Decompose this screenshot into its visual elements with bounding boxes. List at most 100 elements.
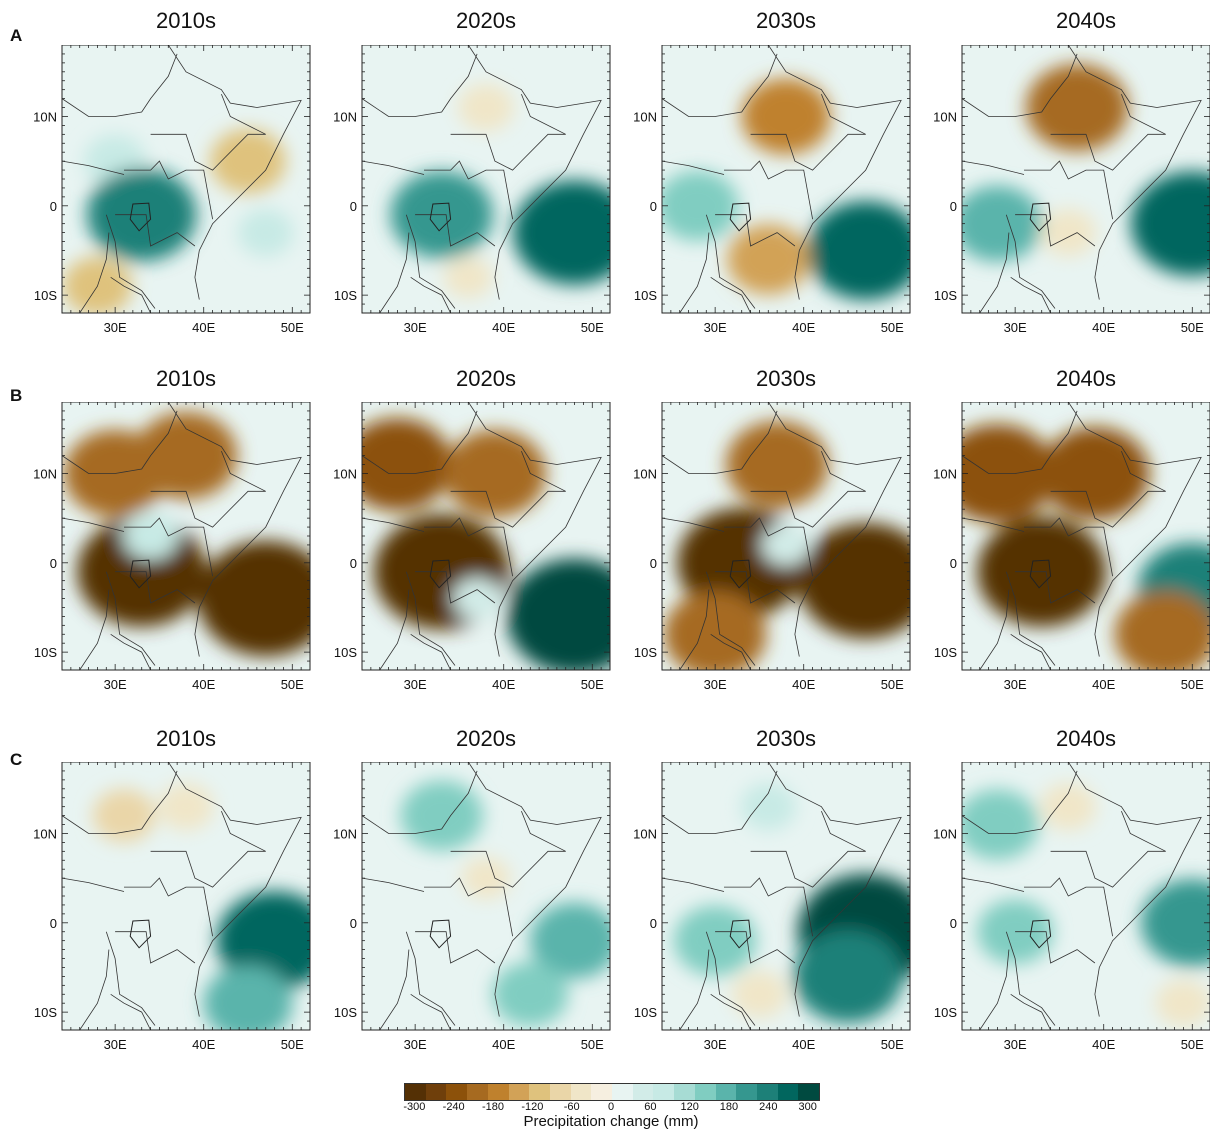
- country-border: [415, 571, 496, 604]
- colorbar-tick-label: 180: [719, 1101, 739, 1113]
- country-border: [105, 214, 156, 309]
- colorbar-swatch: [425, 1084, 447, 1100]
- colorbar-tick-label: -60: [563, 1101, 580, 1113]
- lake-victoria-outline: [129, 559, 152, 589]
- anomaly-region: [1040, 782, 1097, 831]
- anomaly-region: [1130, 171, 1210, 276]
- colorbar-swatch: [529, 1084, 550, 1100]
- lon-tick-label: 40E: [192, 677, 215, 692]
- country-border: [724, 517, 813, 577]
- colorbar-swatch: [653, 1084, 675, 1100]
- country-border: [1024, 517, 1113, 577]
- lat-tick-label: 10N: [333, 466, 357, 481]
- lat-tick-label: 10S: [634, 288, 657, 303]
- colorbar-tick-label: -180: [481, 1101, 505, 1113]
- country-border: [767, 45, 902, 300]
- anomaly-region: [726, 224, 810, 295]
- map-panel: 30E 40E 50E 10N 0 10S: [633, 762, 911, 1052]
- country-border: [1024, 160, 1113, 220]
- map-panel: 30E 40E 50E 10N 0 10S: [333, 402, 611, 692]
- anomaly-region: [761, 523, 811, 566]
- lake-victoria-outline: [429, 202, 452, 232]
- lat-tick-label: 0: [950, 916, 957, 931]
- lon-tick-label: 30E: [1004, 677, 1027, 692]
- map-panel: 30E 40E 50E 10N 0 10S: [633, 45, 911, 335]
- country-border: [467, 45, 602, 300]
- anomaly-region: [673, 905, 757, 976]
- colorbar-swatch: [467, 1084, 488, 1100]
- anomaly-region: [1040, 427, 1150, 520]
- colorbar-swatch: [674, 1084, 695, 1100]
- country-border: [62, 53, 178, 117]
- lon-tick-label: 50E: [281, 1037, 304, 1052]
- lat-tick-label: 0: [650, 556, 657, 571]
- country-border: [150, 93, 266, 171]
- lat-tick-label: 10S: [34, 1005, 57, 1020]
- anomaly-region: [529, 902, 610, 979]
- country-border: [410, 276, 451, 313]
- anomaly-region: [362, 418, 453, 511]
- lat-tick-label: 0: [650, 916, 657, 931]
- colorbar-swatch: [798, 1084, 820, 1100]
- anomaly-region: [237, 208, 294, 257]
- panel-title: 2020s: [456, 366, 516, 391]
- lake-victoria-outline: [429, 919, 452, 949]
- lat-tick-label: 10S: [34, 645, 57, 660]
- colorbar-swatch: [736, 1084, 757, 1100]
- country-border: [962, 877, 1025, 892]
- panel-title: 2030s: [756, 366, 816, 391]
- lat-tick-label: 10S: [34, 288, 57, 303]
- country-border: [450, 450, 566, 528]
- anomaly-region: [807, 201, 910, 300]
- lon-tick-label: 50E: [1181, 1037, 1204, 1052]
- country-border: [715, 571, 796, 604]
- colorbar-tick-label: 240: [759, 1101, 778, 1113]
- country-border: [115, 931, 196, 964]
- country-border: [1067, 45, 1202, 300]
- anomaly-region: [797, 522, 910, 639]
- country-border: [962, 160, 1025, 175]
- lon-tick-label: 30E: [104, 677, 127, 692]
- lon-tick-label: 40E: [192, 1037, 215, 1052]
- colorbar-swatch: [756, 1084, 778, 1100]
- country-border: [424, 877, 513, 937]
- panel-title: 2040s: [1056, 726, 1116, 751]
- country-border: [379, 589, 410, 670]
- country-border: [1010, 633, 1051, 670]
- map-panel: 30E 40E 50E 10N 0 10S: [933, 45, 1210, 335]
- lon-tick-label: 40E: [192, 320, 215, 335]
- country-border: [115, 571, 196, 604]
- colorbar-swatch: [632, 1084, 654, 1100]
- colorbar-tick-label: -300: [403, 1101, 426, 1113]
- map-panel: 30E 40E 50E 10N 0 10S: [333, 45, 611, 335]
- lon-tick-label: 40E: [492, 320, 515, 335]
- anomaly-region: [962, 185, 1043, 262]
- country-border: [1010, 993, 1051, 1030]
- anomaly-region: [1155, 979, 1210, 1027]
- lat-tick-label: 0: [50, 556, 57, 571]
- country-border: [167, 762, 302, 1017]
- country-border: [1005, 931, 1056, 1026]
- country-border: [450, 810, 566, 888]
- country-border: [705, 571, 756, 666]
- lon-tick-label: 50E: [881, 677, 904, 692]
- country-border: [115, 214, 196, 247]
- map-panel: 30E 40E 50E 10N 0 10S: [33, 762, 311, 1052]
- lat-tick-label: 10S: [934, 288, 957, 303]
- country-border: [62, 160, 125, 175]
- anomaly-region: [458, 83, 514, 132]
- country-border: [79, 589, 110, 670]
- country-border: [62, 877, 125, 892]
- anomaly-region: [725, 420, 829, 509]
- anomaly-region: [400, 780, 484, 851]
- anomaly-region: [216, 891, 310, 990]
- panel-title: 2020s: [456, 726, 516, 751]
- lon-tick-label: 30E: [704, 320, 727, 335]
- country-border: [705, 931, 756, 1026]
- lon-tick-label: 30E: [404, 1037, 427, 1052]
- lon-tick-label: 50E: [881, 320, 904, 335]
- lat-tick-label: 10N: [333, 826, 357, 841]
- country-border: [750, 810, 866, 888]
- anomaly-region: [197, 540, 310, 657]
- country-border: [662, 517, 725, 532]
